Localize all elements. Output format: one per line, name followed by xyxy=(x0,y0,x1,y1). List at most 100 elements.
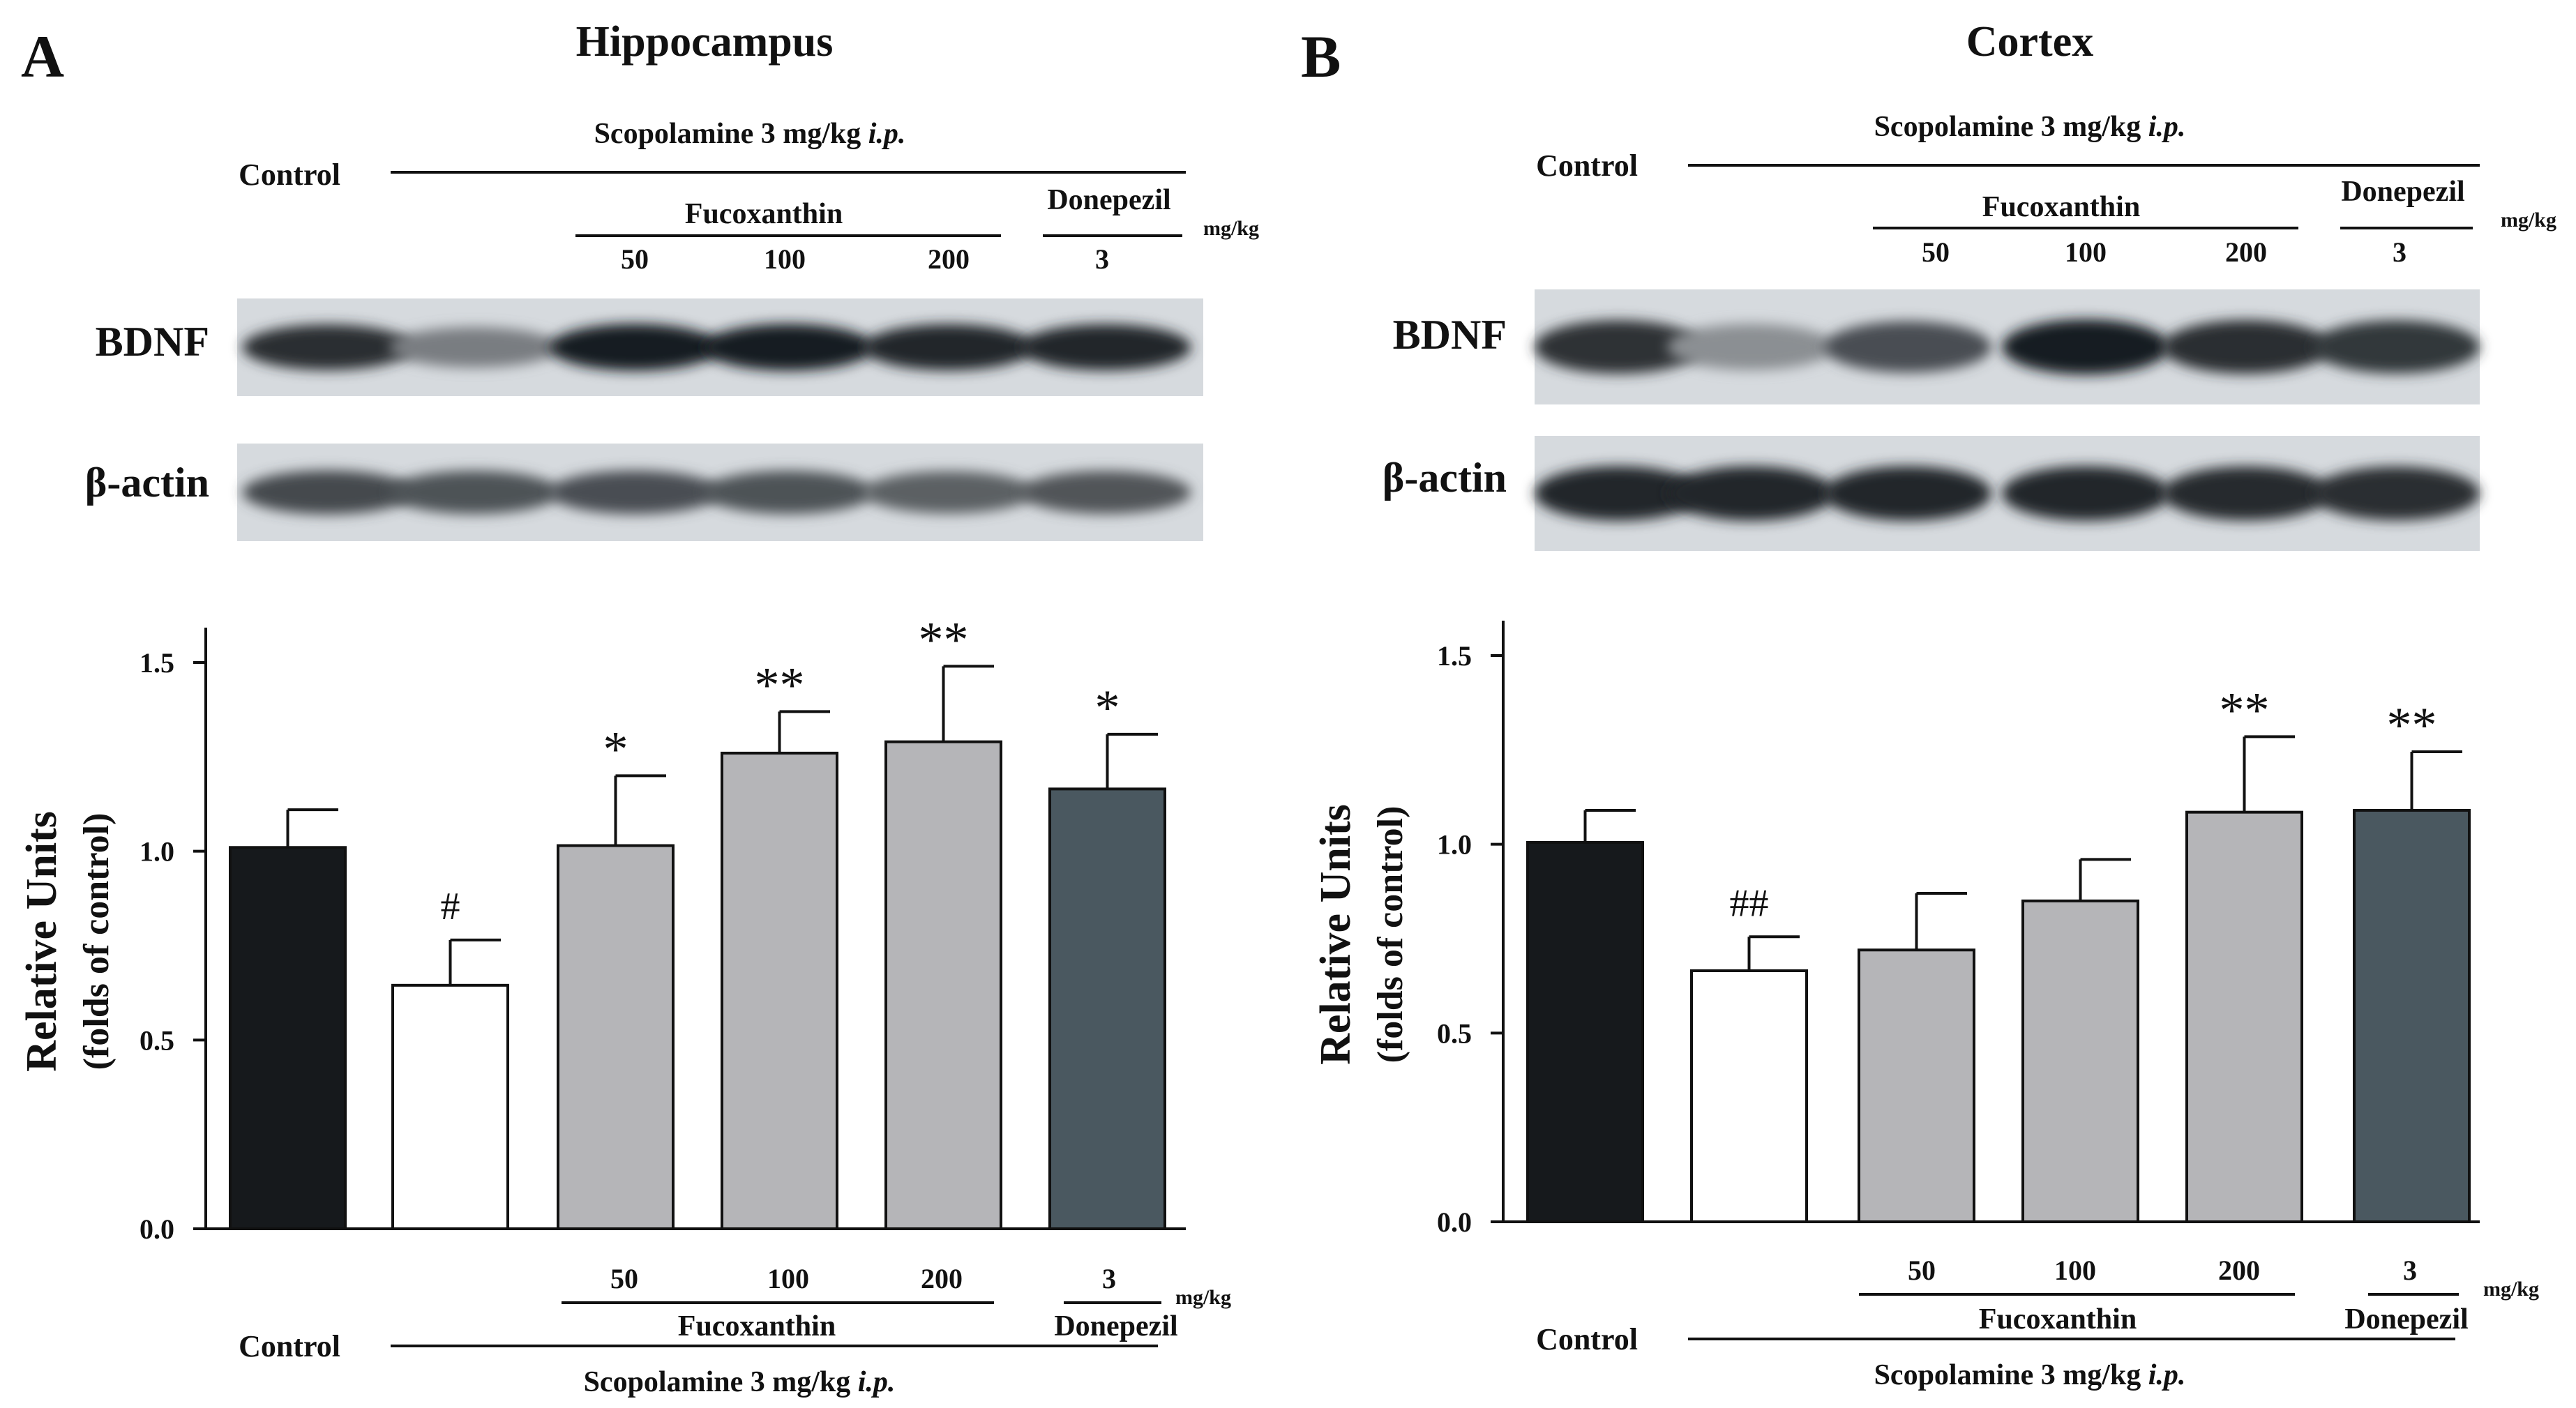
header-unit-label: mg/kg xyxy=(2501,209,2556,232)
bar xyxy=(2021,899,2139,1224)
blot-label: BDNF xyxy=(1393,312,1507,358)
significance-label: ** xyxy=(2220,682,2270,738)
header-fucoxanthin-label: Fucoxanthin xyxy=(1982,191,2140,223)
y-tick-label: 1.0 xyxy=(1437,829,1472,861)
blot-bdnf: BDNF xyxy=(1393,289,2480,404)
footer-dose-label: 50 xyxy=(1908,1255,1936,1286)
footer-dose-label: 200 xyxy=(921,1263,963,1294)
blot-band xyxy=(702,324,874,371)
blot-band xyxy=(1824,466,1991,521)
footer-scopolamine-label: Scopolamine 3 mg/kg i.p. xyxy=(584,1366,896,1398)
footer-control-label: Control xyxy=(239,1329,340,1363)
footer-dose-label: 200 xyxy=(2218,1255,2260,1286)
blot-band xyxy=(863,324,1034,371)
significance-label: # xyxy=(441,885,460,928)
header-dose-label: 200 xyxy=(2225,236,2267,268)
treatment-header: Scopolamine 3 mg/kg i.p. Control Fucoxanth… xyxy=(239,118,1259,275)
bar xyxy=(229,846,347,1230)
panel-letter: B xyxy=(1301,23,1341,90)
significance-label: * xyxy=(1095,680,1120,736)
panel-title: Cortex xyxy=(1966,18,2093,66)
blot-band xyxy=(1020,324,1191,371)
blot-label: β-actin xyxy=(1383,455,1507,501)
footer-unit-label: mg/kg xyxy=(2483,1278,2539,1301)
bar-chart: 0.0 0.5 1.0 1.5 Relative Units (folds of cont… xyxy=(1312,621,2480,1238)
y-tick-label: 1.0 xyxy=(140,836,174,868)
header-fucoxanthin-label: Fucoxanthin xyxy=(685,198,843,230)
scopolamine-dose-text: Scopolamine 3 mg/kg xyxy=(1874,1359,2148,1391)
header-dose-label: 50 xyxy=(1922,236,1950,268)
blot-band xyxy=(2162,466,2330,521)
footer-unit-label: mg/kg xyxy=(1175,1286,1231,1309)
route-italic-text: i.p. xyxy=(868,118,906,150)
header-donepezil-label: Donepezil xyxy=(1047,184,1170,216)
footer-scopolamine-label: Scopolamine 3 mg/kg i.p. xyxy=(1874,1359,2186,1391)
header-dose-label: 50 xyxy=(621,243,649,275)
blot-band xyxy=(549,324,721,371)
blot-band xyxy=(863,471,1034,514)
y-tick-label: 0.0 xyxy=(140,1213,174,1245)
footer-donepezil-label: Donepezil xyxy=(1054,1310,1177,1342)
y-tick-label: 0.5 xyxy=(140,1024,174,1056)
bar-chart: 0.0 0.5 1.0 1.5 Relative Units (folds of cont… xyxy=(18,612,1186,1245)
blot-band xyxy=(2162,319,2330,374)
bar xyxy=(2353,808,2471,1223)
header-control-label: Control xyxy=(1536,149,1638,183)
header-unit-label: mg/kg xyxy=(1203,217,1259,240)
header-scopolamine-label: Scopolamine 3 mg/kg i.p. xyxy=(1874,111,2186,143)
scopolamine-dose-text: Scopolamine 3 mg/kg xyxy=(584,1366,858,1398)
blot-label: β-actin xyxy=(85,460,209,506)
bar xyxy=(557,844,675,1230)
footer-dose-label: 3 xyxy=(2403,1255,2417,1286)
panel-title: Hippocampus xyxy=(576,18,834,66)
bar xyxy=(1048,787,1166,1230)
bar xyxy=(2185,810,2303,1223)
blot-band xyxy=(1667,466,1835,521)
significance-label: ## xyxy=(1730,881,1769,925)
footer-donepezil-label: Donepezil xyxy=(2344,1303,2468,1335)
footer-dose-label: 100 xyxy=(2054,1255,2096,1286)
header-dose-label: 100 xyxy=(764,243,806,275)
blot-band xyxy=(242,324,414,370)
blot-band xyxy=(549,470,721,515)
bar xyxy=(884,740,1002,1231)
blot-band xyxy=(2312,466,2480,521)
header-control-label: Control xyxy=(239,158,340,192)
panel-letter: A xyxy=(21,23,64,90)
header-dose-label: 3 xyxy=(2393,236,2406,268)
panel-a: A Hippocampus Scopolamine 3 mg/kg i.p. Cont… xyxy=(18,18,1259,1398)
blot-band xyxy=(1667,324,1835,370)
route-italic-text: i.p. xyxy=(2148,1359,2186,1391)
blot-band xyxy=(702,470,874,515)
blot-band xyxy=(389,470,560,515)
significance-label: ** xyxy=(2387,697,2437,753)
y-axis-label: Relative Units xyxy=(18,811,66,1072)
footer-control-label: Control xyxy=(1536,1322,1638,1356)
scopolamine-dose-text: Scopolamine 3 mg/kg xyxy=(1874,111,2148,143)
blot-band xyxy=(389,327,560,368)
y-tick-label: 1.5 xyxy=(1437,640,1472,672)
blot-beta-actin: β-actin xyxy=(85,444,1203,541)
blot-band xyxy=(1535,466,1702,521)
route-italic-text: i.p. xyxy=(858,1366,896,1398)
y-axis-sublabel: (folds of control) xyxy=(77,813,116,1070)
panels-root: A Hippocampus Scopolamine 3 mg/kg i.p. Cont… xyxy=(18,18,2556,1398)
scopolamine-dose-text: Scopolamine 3 mg/kg xyxy=(594,118,868,150)
header-dose-label: 3 xyxy=(1095,243,1109,275)
blot-label: BDNF xyxy=(96,319,209,365)
blot-band xyxy=(1020,471,1191,514)
blot-bdnf: BDNF xyxy=(96,298,1203,396)
footer-dose-label: 50 xyxy=(610,1263,638,1294)
panel-b: B Cortex Scopolamine 3 mg/kg i.p. Control Fu… xyxy=(1301,18,2556,1391)
treatment-footer: 50 100 200 3 mg/kg Fucoxanthin Donepezil Contro… xyxy=(1536,1255,2539,1391)
y-tick-label: 1.5 xyxy=(140,647,174,679)
bar xyxy=(721,751,838,1231)
blot-band xyxy=(2312,320,2480,374)
blot-band xyxy=(2002,319,2169,375)
significance-label: * xyxy=(603,721,628,777)
treatment-header: Scopolamine 3 mg/kg i.p. Control Fucoxanth… xyxy=(1536,111,2556,268)
treatment-footer: 50 100 200 3 mg/kg Fucoxanthin Donepezil Contro… xyxy=(239,1263,1231,1398)
significance-label: ** xyxy=(919,612,969,667)
bar xyxy=(391,983,509,1230)
